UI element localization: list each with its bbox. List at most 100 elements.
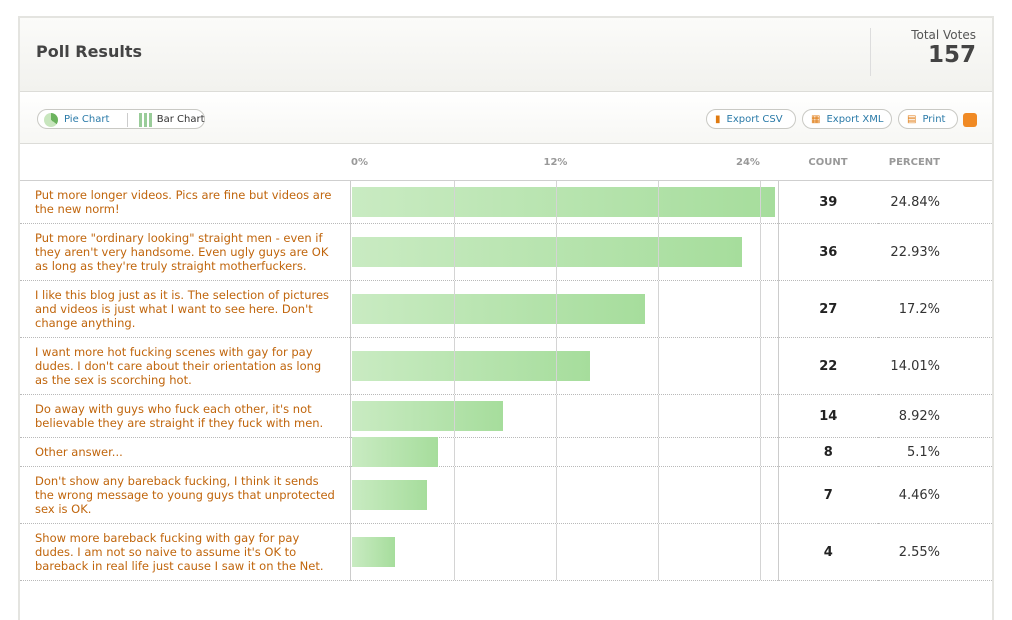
answer-label: Show more bareback fucking with gay for …: [20, 523, 350, 581]
grid-line: [658, 438, 660, 466]
bar-cell: [349, 394, 779, 438]
answer-label: Put more "ordinary looking" straight men…: [20, 223, 350, 281]
grid-line: [760, 181, 762, 223]
bar: [351, 401, 504, 431]
grid-line: [453, 524, 455, 580]
export-xml-label: Export XML: [826, 114, 884, 125]
export-csv-label: Export CSV: [726, 114, 783, 125]
bar: [351, 537, 395, 567]
grid-line: [760, 338, 762, 394]
grid-line: [453, 224, 455, 280]
header: Poll Results Total Votes 157: [20, 18, 992, 92]
total-votes: 157: [927, 42, 976, 68]
vote-percent: 8.92%: [878, 394, 992, 438]
bar: [351, 187, 775, 217]
print[interactable]: ▤ Print: [898, 109, 958, 129]
grid-line: [760, 438, 762, 466]
result-row: Other answer... 8 5.1%: [20, 437, 992, 467]
grid-line: [760, 281, 762, 337]
grid-line: [453, 281, 455, 337]
rss-icon[interactable]: [963, 113, 977, 127]
vote-percent: 5.1%: [878, 437, 992, 467]
answer-label: I want more hot fucking scenes with gay …: [20, 337, 350, 395]
result-row: Don't show any bareback fucking, I think…: [20, 466, 992, 524]
grid-line: [555, 524, 557, 580]
grid-line: [760, 524, 762, 580]
vote-percent: 22.93%: [878, 223, 992, 281]
grid-line: [453, 181, 455, 223]
poll-panel: Poll Results Total Votes 157 Pie Chart B…: [18, 16, 994, 620]
bar: [351, 480, 428, 510]
vote-count: 39: [778, 180, 878, 224]
bar-chart-button[interactable]: Bar Chart: [156, 114, 205, 125]
grid-line: [555, 338, 557, 394]
grid-line: [658, 181, 660, 223]
bar-cell: [349, 466, 779, 524]
grid-line: [658, 395, 660, 437]
x-tick-label: 12%: [543, 157, 568, 168]
vote-percent: 17.2%: [878, 280, 992, 338]
grid-line: [453, 438, 455, 466]
axis-header: 0% 12% 24%: [350, 144, 778, 181]
vote-count: 36: [778, 223, 878, 281]
grid-line: [555, 224, 557, 280]
grid-line: [658, 467, 660, 523]
total-box: Total Votes 157: [870, 28, 976, 76]
answer-label: Don't show any bareback fucking, I think…: [20, 466, 350, 524]
vote-count: 8: [778, 437, 878, 467]
grid-line: [760, 467, 762, 523]
vote-count: 4: [778, 523, 878, 581]
vote-count: 7: [778, 466, 878, 524]
result-row: Put more longer videos. Pics are fine bu…: [20, 180, 992, 224]
print-label: Print: [922, 114, 946, 125]
export-xml[interactable]: ▦ Export XML: [802, 109, 892, 129]
grid-line: [555, 395, 557, 437]
vote-count: 27: [778, 280, 878, 338]
answer-label: I like this blog just as it is. The sele…: [20, 280, 350, 338]
result-row: Put more "ordinary looking" straight men…: [20, 223, 992, 281]
grid-line: [658, 224, 660, 280]
grid-line: [555, 438, 557, 466]
grid-line: [453, 467, 455, 523]
grid-line: [658, 338, 660, 394]
vote-count: 22: [778, 337, 878, 395]
x-tick-label: 24%: [736, 157, 760, 168]
bar: [351, 437, 439, 467]
vote-percent: 4.46%: [878, 466, 992, 524]
bar-cell: [349, 437, 779, 467]
grid-line: [555, 181, 557, 223]
answer-label: Other answer...: [20, 437, 350, 467]
grid-line: [555, 281, 557, 337]
answer-label: Put more longer videos. Pics are fine bu…: [20, 180, 350, 224]
grid-line: [658, 524, 660, 580]
bar-cell: [349, 523, 779, 581]
results-table: 0% 12% 24% COUNT PERCENT Put more longer v…: [20, 144, 992, 581]
x-tick-label: 0%: [351, 157, 368, 168]
bar-cell: [349, 337, 779, 395]
vote-percent: 2.55%: [878, 523, 992, 581]
result-row: I want more hot fucking scenes with gay …: [20, 337, 992, 395]
result-row: Do away with guys who fuck each other, i…: [20, 394, 992, 438]
vote-percent: 14.01%: [878, 337, 992, 395]
bar-cell: [349, 223, 779, 281]
grid-line: [453, 395, 455, 437]
pie-chart-button[interactable]: Pie Chart: [64, 114, 110, 125]
bar: [351, 351, 591, 381]
bar-cell: [349, 180, 779, 224]
bar-cell: [349, 280, 779, 338]
blank-header: [20, 144, 350, 181]
grid-line: [658, 281, 660, 337]
toolbar: Pie Chart Bar Chart ▮ Export CSV ▦ Export …: [20, 92, 992, 144]
vote-count: 14: [778, 394, 878, 438]
grid-line: [760, 224, 762, 280]
grid-line: [453, 338, 455, 394]
bar: [351, 294, 645, 324]
result-row: I like this blog just as it is. The sele…: [20, 280, 992, 338]
result-row: Show more bareback fucking with gay for …: [20, 523, 992, 581]
answer-label: Do away with guys who fuck each other, i…: [20, 394, 350, 438]
chart-toggle: Pie Chart Bar Chart: [37, 109, 205, 129]
vote-percent: 24.84%: [878, 180, 992, 224]
export-csv[interactable]: ▮ Export CSV: [706, 109, 796, 129]
grid-line: [760, 395, 762, 437]
percent-header: PERCENT: [878, 144, 992, 181]
